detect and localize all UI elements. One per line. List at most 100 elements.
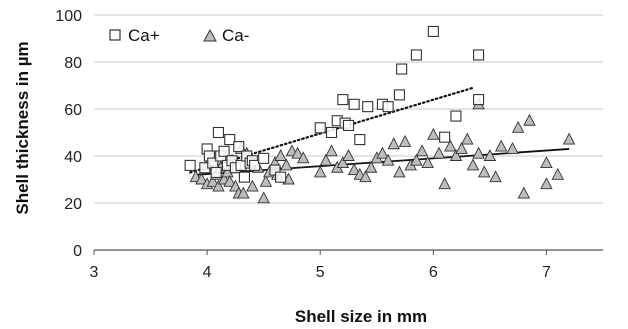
ca-plus-point — [342, 119, 355, 131]
x-tick-label: 7 — [542, 264, 551, 281]
legend-label-ca-plus: Ca+ — [128, 26, 160, 45]
legend-marker-ca-minus — [203, 28, 217, 42]
ca-plus-point — [238, 171, 250, 183]
ca-plus-point — [382, 101, 394, 113]
ca-minus-point — [381, 153, 395, 166]
ca-plus-point — [224, 134, 236, 146]
ca-minus-point — [427, 127, 440, 140]
ca-plus-point — [233, 141, 245, 153]
series-ca-plus-points — [184, 25, 485, 183]
legend: Ca+ Ca- — [109, 26, 249, 45]
y-tick-label: 40 — [64, 149, 82, 166]
ca-plus-point — [275, 171, 287, 183]
ca-minus-point — [387, 137, 400, 150]
ca-minus-point — [449, 149, 463, 161]
ca-plus-point — [325, 126, 338, 139]
y-tick-label: 60 — [64, 102, 82, 119]
x-tick-label: 6 — [429, 264, 438, 281]
ca-minus-point — [359, 170, 372, 183]
ca-plus-point — [362, 101, 374, 113]
ca-plus-point — [269, 164, 281, 176]
ca-plus-point — [393, 89, 405, 101]
ca-minus-point — [257, 191, 270, 204]
x-axis-title: Shell size in mm — [295, 307, 427, 326]
x-tick-label: 5 — [316, 264, 325, 281]
tick-labels: 0 20 40 60 80 100 3 4 5 6 7 — [55, 8, 551, 281]
ca-minus-point — [313, 165, 327, 178]
ca-minus-point — [466, 158, 480, 171]
legend-marker-ca-plus — [109, 29, 121, 41]
ca-plus-point — [210, 166, 222, 178]
ca-minus-point — [506, 141, 519, 154]
y-tick-label: 80 — [64, 55, 82, 72]
ca-minus-point — [212, 179, 225, 192]
ca-minus-point — [551, 167, 564, 180]
y-axis-title: Shell thickness in µm — [13, 41, 32, 214]
axes — [93, 249, 603, 255]
ca-minus-point — [438, 177, 451, 190]
y-tick-label: 0 — [73, 243, 82, 260]
ca-plus-point — [258, 152, 270, 164]
ca-plus-point — [473, 49, 485, 61]
ca-minus-point — [483, 149, 497, 161]
ca-minus-point — [259, 174, 273, 187]
y-tick-label: 20 — [64, 196, 82, 213]
ca-minus-point — [342, 149, 355, 161]
ca-minus-point — [376, 146, 389, 159]
ca-minus-point — [540, 177, 553, 190]
ca-plus-point — [396, 63, 408, 75]
ca-plus-point — [410, 49, 422, 61]
ca-minus-point — [511, 120, 525, 133]
ca-plus-point — [184, 159, 196, 171]
y-tick-label: 100 — [55, 8, 82, 25]
ca-plus-point — [249, 159, 261, 171]
x-tick-label: 3 — [90, 264, 99, 281]
ca-plus-point — [337, 94, 349, 106]
ca-minus-point — [336, 156, 350, 169]
data-points — [184, 25, 576, 204]
ca-minus-point — [246, 179, 259, 192]
x-tick-label: 4 — [203, 264, 212, 281]
ca-minus-point — [421, 156, 434, 169]
ca-minus-point — [274, 149, 287, 161]
legend-label-ca-minus: Ca- — [222, 26, 249, 45]
ca-minus-point — [444, 139, 457, 152]
ca-plus-point — [212, 126, 224, 139]
ca-plus-point — [348, 98, 360, 110]
ca-minus-point — [523, 113, 536, 126]
ca-minus-point — [517, 186, 531, 199]
ca-plus-point — [218, 145, 230, 157]
ca-minus-point — [398, 134, 412, 147]
ca-minus-point — [195, 172, 208, 185]
ca-plus-point — [354, 134, 366, 146]
ca-minus-point — [477, 165, 491, 178]
ca-minus-point — [489, 170, 502, 183]
ca-minus-point — [410, 153, 423, 166]
ca-minus-point — [432, 146, 446, 159]
ca-minus-point — [562, 132, 576, 145]
ca-plus-point — [473, 94, 485, 106]
ca-minus-point — [364, 160, 378, 173]
ca-minus-point — [325, 144, 338, 157]
ca-minus-point — [472, 146, 485, 159]
ca-minus-point — [291, 146, 304, 159]
ca-minus-point — [540, 156, 553, 169]
ca-minus-point — [415, 144, 429, 157]
ca-plus-point — [439, 131, 451, 143]
ca-minus-point — [461, 132, 474, 145]
ca-minus-point — [347, 163, 361, 176]
ca-minus-point — [494, 139, 508, 152]
ca-minus-point — [280, 158, 293, 171]
ca-minus-point — [319, 153, 333, 166]
ca-plus-point — [427, 25, 439, 38]
ca-minus-point — [393, 165, 406, 178]
ca-minus-point — [223, 174, 236, 187]
ca-minus-point — [206, 174, 220, 187]
ca-minus-point — [297, 151, 310, 164]
ca-minus-point — [455, 141, 468, 154]
gridlines — [94, 14, 603, 204]
ca-plus-point — [450, 110, 462, 122]
ca-plus-point — [314, 122, 326, 134]
